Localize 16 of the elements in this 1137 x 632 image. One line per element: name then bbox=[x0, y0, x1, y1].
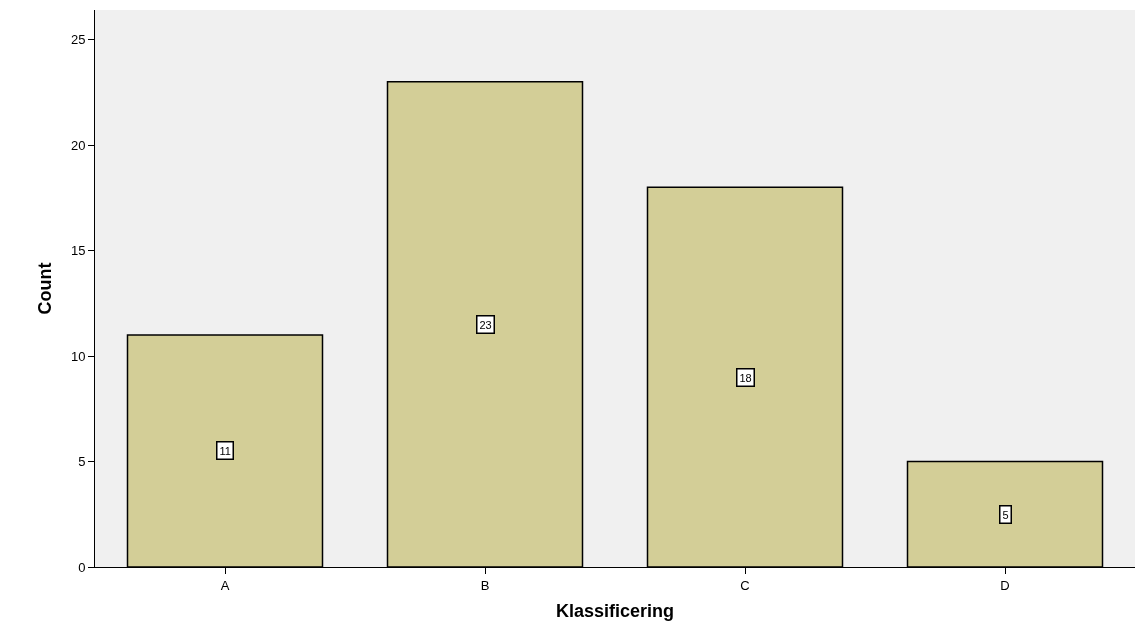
y-tick-label: 15 bbox=[70, 243, 86, 259]
y-tick-label: 10 bbox=[70, 348, 86, 364]
x-tick-label: D bbox=[1000, 577, 1010, 593]
data-label: 11 bbox=[219, 444, 231, 457]
x-tick-label: A bbox=[220, 577, 230, 593]
data-label: 5 bbox=[1002, 508, 1009, 521]
y-tick-label: 0 bbox=[78, 559, 86, 575]
x-tick-label: B bbox=[480, 577, 490, 593]
data-label: 23 bbox=[479, 318, 492, 331]
x-tick-label: C bbox=[740, 577, 750, 593]
data-label: 18 bbox=[739, 371, 752, 384]
y-axis-title: Count bbox=[35, 262, 56, 315]
y-tick-label: 5 bbox=[78, 454, 86, 470]
y-tick-label: 20 bbox=[70, 137, 86, 153]
x-axis-title: Klassificering bbox=[555, 600, 675, 621]
y-tick-label: 25 bbox=[70, 32, 86, 48]
